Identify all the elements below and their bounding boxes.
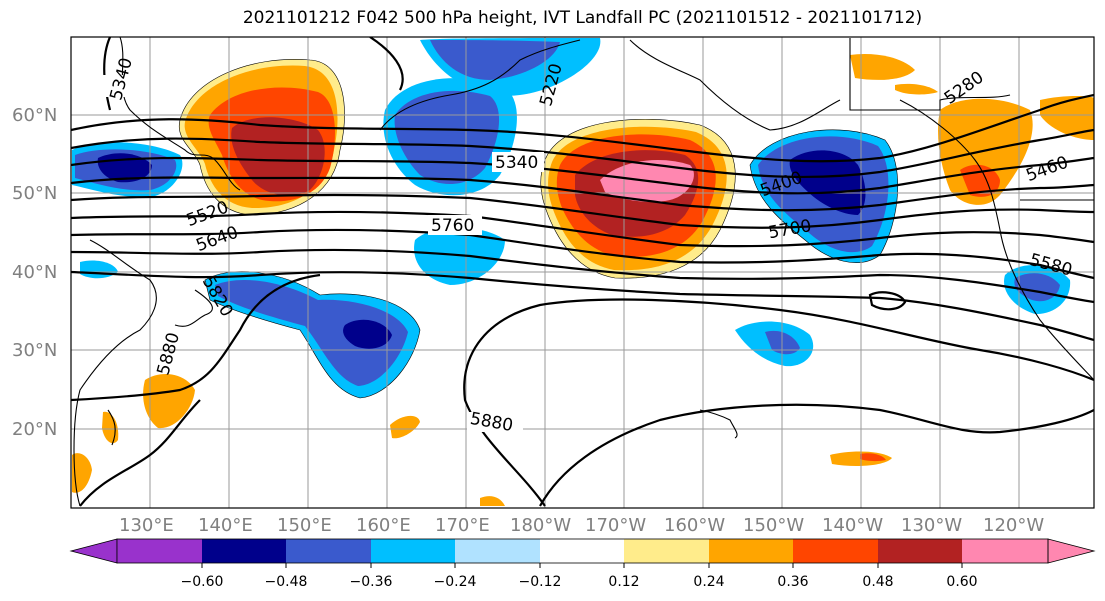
colorbar-bin (878, 539, 963, 563)
colorbar-bin (286, 539, 371, 563)
lon-label: 170°W (585, 515, 646, 536)
negative-anomaly-central-south (414, 227, 505, 285)
lon-label: 160°E (356, 515, 411, 536)
latitude-labels: 60°N 50°N 40°N 30°N 20°N (12, 105, 57, 440)
colorbar-tick-label: −0.12 (519, 574, 562, 590)
colorbar-bin (455, 539, 540, 563)
lon-label: 140°W (822, 515, 883, 536)
colorbar-bin (709, 539, 794, 563)
colorbar-tick-label: −0.24 (434, 574, 477, 590)
ivt-anomaly-fields (72, 38, 1094, 506)
lat-label: 30°N (12, 340, 57, 361)
height-contours (71, 37, 1094, 507)
lat-label: 40°N (12, 262, 57, 283)
lon-label: 160°W (664, 515, 725, 536)
map-frame (70, 36, 1095, 509)
colorbar-tick-label: −0.36 (350, 574, 393, 590)
colorbar-bin (624, 539, 709, 563)
lon-label: 140°E (198, 515, 253, 536)
longitude-labels: 130°E 140°E 150°E 160°E 170°E 180°W 170°… (119, 515, 1044, 536)
colorbar-tick-label: −0.48 (265, 574, 308, 590)
lon-label: 170°E (435, 515, 490, 536)
lon-label: 150°E (277, 515, 332, 536)
colorbar-over-triangle (1047, 538, 1096, 564)
lat-label: 60°N (12, 105, 57, 126)
colorbar: −0.60 −0.48 −0.36 −0.24 −0.12 0.12 0.24 … (69, 538, 1096, 590)
contour-label: 5760 (431, 216, 474, 236)
colorbar-bin (540, 539, 625, 563)
lon-label: 130°W (901, 515, 962, 536)
lat-label: 50°N (12, 183, 57, 204)
lat-label: 20°N (12, 419, 57, 440)
map-title: 2021101212 F042 500 hPa height, IVT Land… (242, 8, 923, 28)
colorbar-under-triangle (69, 538, 118, 564)
contour-label: 5340 (495, 153, 538, 173)
lon-label: 130°E (119, 515, 174, 536)
lon-label: 120°W (983, 515, 1044, 536)
colorbar-bin (793, 539, 878, 563)
colorbar-bin (962, 539, 1048, 563)
colorbar-tick-label: −0.60 (181, 574, 224, 590)
positive-anomaly-pacific-northwest (938, 98, 1033, 205)
colorbar-tick-label: 0.36 (777, 574, 808, 590)
lon-label: 150°W (743, 515, 804, 536)
colorbar-tick-label: 0.12 (608, 574, 639, 590)
colorbar-bin (117, 539, 202, 563)
colorbar-tick-label: 0.60 (946, 574, 977, 590)
colorbar-bin (202, 539, 287, 563)
colorbar-tick-label: 0.48 (862, 574, 893, 590)
colorbar-bin (371, 539, 456, 563)
lon-label: 180°W (510, 515, 571, 536)
colorbar-tick-label: 0.24 (693, 574, 724, 590)
positive-anomaly-south-japan (143, 374, 195, 429)
